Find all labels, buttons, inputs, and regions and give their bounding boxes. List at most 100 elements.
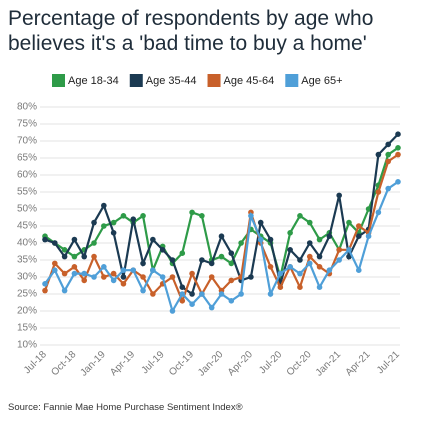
point <box>71 253 78 260</box>
y-tick-label: 70% <box>17 136 37 147</box>
x-tick-label: Jan-19 <box>78 349 108 379</box>
point <box>297 257 303 263</box>
point <box>375 151 382 158</box>
x-tick-label: Oct-19 <box>167 349 196 378</box>
point <box>238 291 244 297</box>
point <box>346 219 352 226</box>
point <box>42 236 48 243</box>
point <box>218 233 225 239</box>
point <box>189 301 195 308</box>
point <box>91 240 97 246</box>
point <box>385 151 391 158</box>
point <box>42 287 48 294</box>
point <box>159 274 166 280</box>
point <box>120 267 127 274</box>
point <box>189 291 195 297</box>
point <box>71 264 78 270</box>
y-tick-label: 25% <box>17 289 37 300</box>
legend-label: Age 18-34 <box>68 75 119 87</box>
point <box>110 219 117 226</box>
point <box>179 298 186 304</box>
x-tick-label: Jul-19 <box>140 349 167 376</box>
point <box>101 202 107 209</box>
point <box>306 240 313 246</box>
y-tick-label: 30% <box>17 272 37 283</box>
point <box>61 287 68 294</box>
point <box>306 260 313 267</box>
point <box>101 274 107 280</box>
point <box>297 213 303 219</box>
legend-swatch <box>129 74 143 87</box>
y-tick-label: 45% <box>17 221 37 232</box>
point <box>277 284 284 291</box>
point <box>199 213 205 219</box>
point <box>248 213 254 219</box>
point <box>150 267 156 274</box>
point <box>257 219 264 226</box>
point <box>375 189 382 195</box>
point <box>287 230 293 236</box>
point <box>228 298 235 304</box>
point <box>81 253 88 260</box>
point <box>140 260 146 267</box>
point <box>336 257 342 263</box>
point <box>365 233 372 239</box>
point <box>110 270 117 277</box>
point <box>267 236 274 243</box>
point <box>150 236 156 243</box>
point <box>267 291 274 297</box>
point <box>395 151 401 158</box>
point <box>385 185 391 192</box>
point <box>375 209 382 216</box>
x-tick-label: Jan-20 <box>196 349 226 379</box>
point <box>81 277 88 284</box>
point <box>326 233 333 239</box>
point <box>316 284 323 291</box>
point <box>316 264 323 270</box>
point <box>355 223 362 229</box>
point <box>228 250 235 256</box>
y-tick-label: 65% <box>17 153 37 164</box>
point <box>140 274 146 280</box>
point <box>189 209 195 216</box>
point <box>287 247 293 253</box>
point <box>316 236 323 243</box>
point <box>257 236 264 243</box>
y-tick-label: 60% <box>17 170 37 181</box>
point <box>306 219 313 226</box>
point <box>120 281 127 287</box>
point <box>150 291 156 297</box>
point <box>355 233 362 239</box>
point <box>169 274 176 280</box>
x-tick-label: Jul-18 <box>22 349 49 376</box>
point <box>120 213 127 219</box>
point <box>355 267 362 274</box>
point <box>208 274 215 280</box>
point <box>208 260 215 267</box>
point <box>169 257 176 263</box>
point <box>189 270 195 277</box>
point <box>287 264 293 270</box>
y-tick-label: 15% <box>17 323 37 334</box>
source-note: Source: Fannie Mae Home Purchase Sentime… <box>8 402 243 413</box>
point <box>238 240 244 246</box>
point <box>81 270 88 277</box>
point <box>71 270 78 277</box>
point <box>179 250 186 256</box>
point <box>52 267 58 274</box>
point <box>91 274 97 280</box>
x-tick-label: Jul-20 <box>257 349 284 376</box>
point <box>42 281 48 287</box>
x-tick-label: Jul-21 <box>375 349 402 376</box>
legend-label: Age 35-44 <box>146 75 197 87</box>
point <box>248 274 254 280</box>
point <box>71 236 78 243</box>
point <box>110 277 117 284</box>
point <box>91 219 97 226</box>
point <box>336 247 342 253</box>
point <box>199 257 205 263</box>
y-tick-label: 55% <box>17 187 37 198</box>
y-tick-label: 80% <box>17 102 37 113</box>
point <box>130 267 137 274</box>
